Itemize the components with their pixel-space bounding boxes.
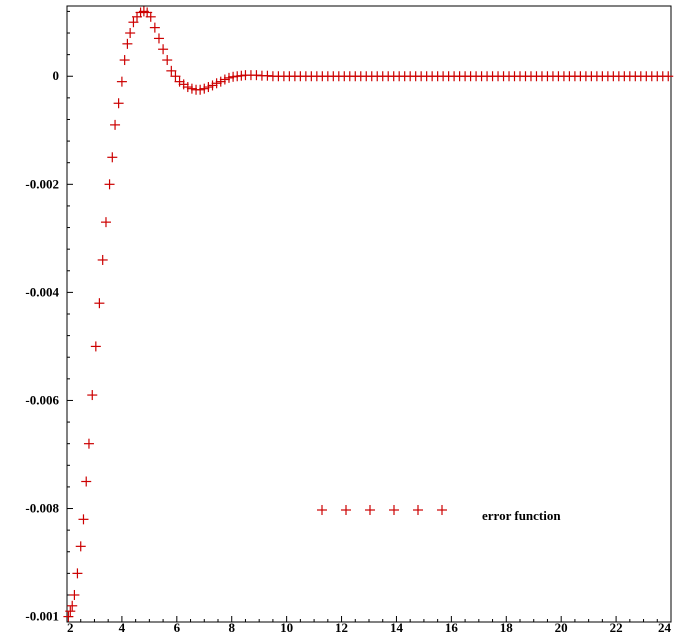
data-point	[128, 17, 139, 28]
data-point	[63, 611, 74, 622]
data-point	[83, 438, 94, 449]
data-point	[90, 341, 101, 352]
data-point	[72, 568, 83, 579]
data-point	[149, 22, 160, 33]
x-tick-label: 4	[119, 620, 126, 635]
y-tick-label: -0.001	[25, 609, 59, 624]
x-tick-label: 16	[445, 620, 459, 635]
data-point	[199, 83, 210, 94]
data-point	[195, 84, 206, 95]
y-tick-label: -0.002	[25, 176, 59, 191]
data-points	[63, 6, 674, 622]
legend-marker	[365, 505, 375, 515]
x-tick-label: 8	[228, 620, 235, 635]
data-point	[153, 33, 164, 44]
data-point	[122, 38, 133, 49]
data-point	[75, 541, 86, 552]
x-tick-label: 10	[280, 620, 293, 635]
data-point	[158, 44, 169, 55]
tick-labels: 2 4 6 8 10 12 14 16 18 20 22 240-0.002-0.004-0.006-…	[25, 68, 671, 635]
data-point	[162, 55, 173, 66]
y-tick-label: -0.004	[25, 284, 59, 299]
x-tick-label: 18	[500, 620, 514, 635]
data-point	[186, 83, 197, 94]
legend-markers	[317, 505, 447, 515]
data-point	[182, 82, 193, 93]
data-point	[81, 476, 92, 487]
x-tick-label: 20	[555, 620, 568, 635]
x-tick-label: 24	[658, 620, 672, 635]
legend-marker	[437, 505, 447, 515]
data-point	[119, 55, 130, 66]
data-point	[223, 72, 234, 83]
x-tick-label: 2	[67, 620, 74, 635]
x-tick-label: 6	[174, 620, 181, 635]
data-point	[174, 76, 185, 87]
legend-label: error function	[482, 508, 561, 523]
data-point	[87, 390, 98, 401]
x-tick-label: 12	[335, 620, 348, 635]
legend-marker	[317, 505, 327, 515]
legend-marker	[389, 505, 399, 515]
x-tick-label: 14	[390, 620, 404, 635]
y-tick-label: -0.008	[25, 501, 59, 516]
data-point	[170, 71, 181, 82]
data-point	[125, 28, 136, 39]
ticks	[66, 10, 672, 622]
data-point	[663, 71, 674, 82]
data-point	[104, 179, 115, 190]
data-point	[203, 82, 214, 93]
data-point	[113, 98, 124, 109]
data-point	[116, 76, 127, 87]
y-tick-label: 0	[53, 68, 60, 83]
data-point	[65, 606, 76, 617]
legend-marker	[413, 505, 423, 515]
data-point	[166, 65, 177, 76]
data-point	[178, 79, 189, 90]
data-point	[207, 80, 218, 91]
data-point	[145, 11, 156, 22]
data-point	[100, 217, 111, 228]
data-point	[78, 514, 89, 525]
data-point	[219, 74, 230, 85]
y-tick-label: -0.006	[25, 392, 59, 407]
data-point	[215, 76, 226, 87]
data-point	[97, 254, 108, 265]
legend-marker	[341, 505, 351, 515]
data-point	[110, 119, 121, 130]
data-point	[94, 298, 105, 309]
data-point	[67, 600, 78, 611]
data-point	[211, 78, 222, 89]
data-point	[69, 589, 80, 600]
legend: error function	[317, 505, 561, 523]
x-tick-label: 22	[610, 620, 623, 635]
data-point	[107, 152, 118, 163]
